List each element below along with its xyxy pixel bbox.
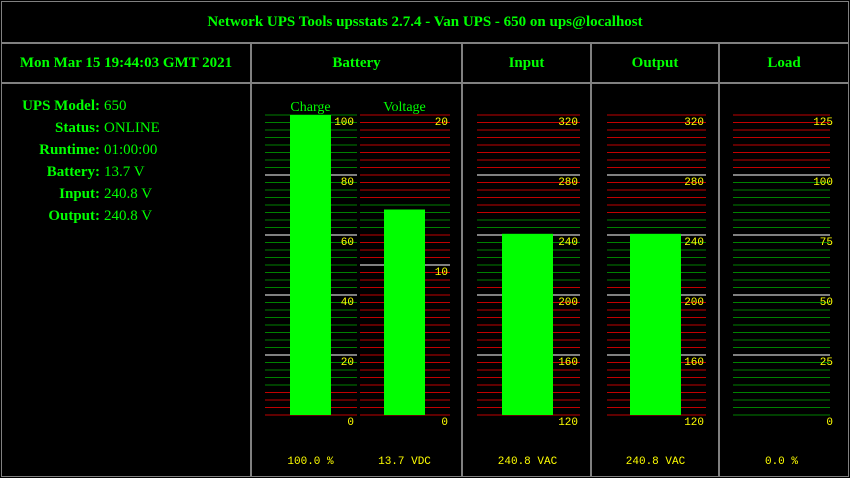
info-value: 13.7 V [104,163,145,180]
title: Network UPS Tools upsstats 2.7.4 - Van U… [1,1,849,43]
tick-label: 240 [558,237,578,249]
tick-label: 120 [684,417,704,429]
column-header: Input [462,43,591,83]
info-row: UPS Model: 650 [4,95,160,117]
tick-label: 100 [813,177,833,189]
info-label: Runtime: [39,141,100,158]
value-label: 240.8 VAC [626,456,686,468]
gauge-name: Voltage [383,100,426,115]
battery-cell [251,83,462,477]
info-value: 240.8 V [104,185,153,202]
info-cell [1,83,251,477]
gauge-name: Charge [290,100,330,115]
tick-label: 0 [826,417,833,429]
info-value: 01:00:00 [104,141,158,158]
info-row: Battery: 13.7 V [4,161,160,183]
info-list: UPS Model: 650 Status: ONLINE Runtime: 01:00:… [4,95,160,227]
tick-label: 280 [684,177,704,189]
info-label: UPS Model: [22,97,100,114]
info-label: Battery: [46,163,100,180]
tick-label: 120 [558,417,578,429]
info-label: Output: [48,207,100,224]
column-header: Load [719,43,849,83]
info-value: 240.8 V [104,207,153,224]
tick-label: 0 [441,417,448,429]
tick-label: 60 [341,237,354,249]
tick-label: 280 [558,177,578,189]
column-header: Battery [251,43,462,83]
info-value: 650 [104,97,127,114]
date: Mon Mar 15 19:44:03 GMT 2021 [1,43,251,83]
tick-label: 240 [684,237,704,249]
tick-label: 320 [558,117,578,129]
tick-label: 125 [813,117,833,129]
output-cell [591,83,719,477]
tick-label: 0 [347,417,354,429]
value-label: 0.0 % [765,456,798,468]
tick-label: 100 [334,117,354,129]
column-header: Output [591,43,719,83]
tick-label: 160 [558,357,578,369]
tick-label: 200 [684,297,704,309]
gauge-bar [630,233,681,415]
tick-label: 10 [435,267,448,279]
tick-label: 50 [820,297,833,309]
value-label: 240.8 VAC [498,456,558,468]
info-label: Input: [59,185,100,202]
value-label: 13.7 VDC [378,456,431,468]
tick-label: 75 [820,237,833,249]
info-row: Status: ONLINE [4,117,160,139]
tick-label: 20 [341,357,354,369]
info-row: Input: 240.8 V [4,183,160,205]
gauge-bar [290,115,331,415]
tick-label: 25 [820,357,833,369]
tick-label: 80 [341,177,354,189]
info-value: ONLINE [104,119,160,136]
load-cell [719,83,849,477]
value-label: 100.0 % [287,456,334,468]
tick-label: 320 [684,117,704,129]
gauge-bar [502,233,553,415]
input-cell [462,83,591,477]
tick-label: 200 [558,297,578,309]
gauge-bar [384,209,425,415]
tick-label: 40 [341,297,354,309]
info-row: Output: 240.8 V [4,205,160,227]
info-row: Runtime: 01:00:00 [4,139,160,161]
tick-label: 160 [684,357,704,369]
tick-label: 20 [435,117,448,129]
info-label: Status: [54,119,100,136]
